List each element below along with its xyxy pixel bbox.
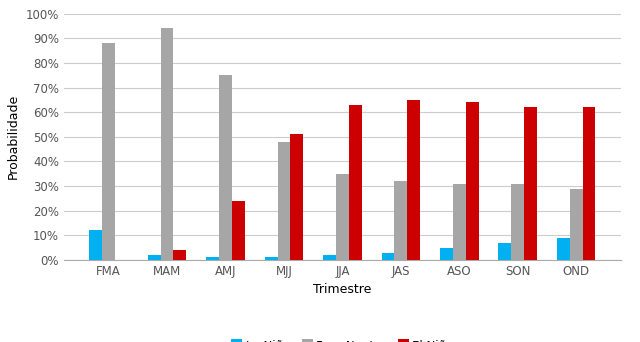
Bar <box>148 255 161 260</box>
Bar <box>394 181 407 260</box>
Bar <box>291 134 303 260</box>
Bar <box>219 75 232 260</box>
Bar <box>466 102 479 260</box>
Bar <box>499 243 511 260</box>
Bar <box>278 142 291 260</box>
Bar <box>173 250 186 260</box>
Legend: La Niña, Fase Neutra, El Niño: La Niña, Fase Neutra, El Niño <box>227 335 458 342</box>
Bar <box>90 231 102 260</box>
Bar <box>349 105 362 260</box>
Bar <box>582 107 595 260</box>
Bar <box>570 188 582 260</box>
X-axis label: Trimestre: Trimestre <box>313 283 372 296</box>
Bar <box>407 100 420 260</box>
Bar <box>511 184 524 260</box>
Bar <box>206 258 219 260</box>
Bar <box>265 258 278 260</box>
Bar <box>453 184 466 260</box>
Bar <box>524 107 537 260</box>
Bar <box>557 238 570 260</box>
Bar <box>381 252 394 260</box>
Bar <box>232 201 244 260</box>
Bar <box>323 255 336 260</box>
Bar <box>440 248 453 260</box>
Bar <box>161 28 173 260</box>
Y-axis label: Probabilidade: Probabilidade <box>7 94 20 180</box>
Bar <box>336 174 349 260</box>
Bar <box>102 43 115 260</box>
